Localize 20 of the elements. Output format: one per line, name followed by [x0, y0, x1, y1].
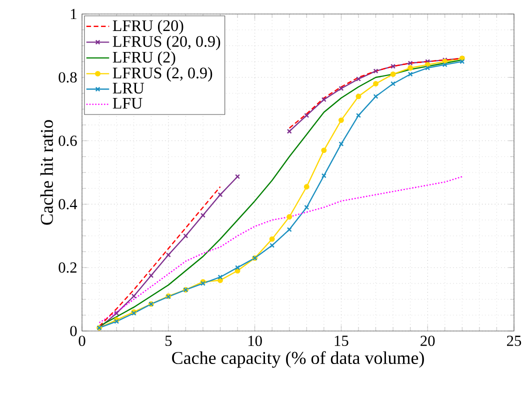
x-tick-label: 5	[165, 336, 172, 346]
y-axis-title: Cache hit ratio	[40, 120, 53, 225]
legend-label: LFRUS (2, 0.9)	[112, 67, 212, 82]
legend-label: LRU	[112, 82, 144, 94]
x-tick-label: 10	[248, 336, 262, 346]
legend-label: LFRU (2)	[112, 51, 176, 66]
y-tick-label: 0	[70, 326, 77, 336]
y-tick-label: 0.8	[58, 72, 77, 83]
legend-label: LFU	[112, 98, 142, 109]
y-tick-label: 0.4	[58, 198, 78, 210]
legend-label: LFRUS (20, 0.9)	[112, 36, 220, 50]
legend-label: LFRU (20)	[112, 20, 184, 34]
x-tick-label: 15	[334, 336, 348, 346]
x-tick-label: 20	[420, 336, 435, 346]
x-tick-label: 0	[78, 336, 86, 346]
y-tick-label: 0.6	[58, 136, 77, 146]
y-tick-label: 0.2	[58, 262, 76, 273]
y-tick-label: 1	[70, 8, 76, 20]
x-tick-label: 25	[507, 336, 522, 346]
x-axis-title: Cache capacity (% of data volume)	[172, 351, 424, 368]
